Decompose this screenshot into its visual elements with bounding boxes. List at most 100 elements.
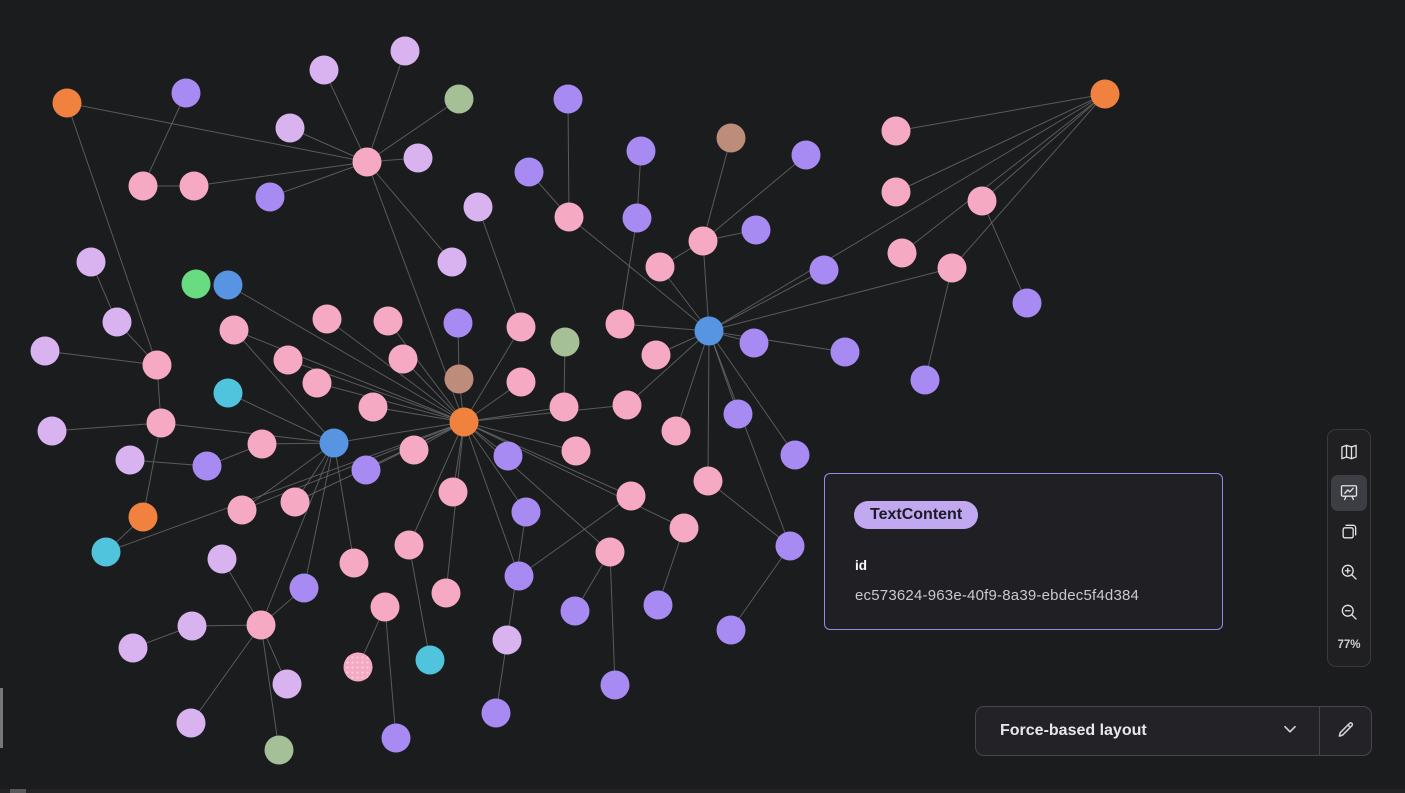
graph-node[interactable] — [693, 466, 723, 496]
graph-node[interactable] — [219, 315, 249, 345]
graph-node[interactable] — [358, 392, 388, 422]
graph-node[interactable] — [881, 116, 911, 146]
graph-node[interactable] — [247, 429, 277, 459]
graph-node[interactable] — [669, 513, 699, 543]
graph-node[interactable] — [688, 226, 718, 256]
chart-perspective-button[interactable] — [1331, 475, 1367, 511]
graph-node[interactable] — [177, 611, 207, 641]
graph-node[interactable] — [390, 36, 420, 66]
graph-node[interactable] — [146, 408, 176, 438]
graph-node[interactable] — [643, 590, 673, 620]
graph-node[interactable] — [192, 451, 222, 481]
graph-node[interactable] — [775, 531, 805, 561]
graph-node[interactable] — [493, 441, 523, 471]
layout-dropdown[interactable]: Force-based layout — [976, 707, 1319, 755]
graph-node[interactable] — [309, 55, 339, 85]
graph-node[interactable] — [227, 495, 257, 525]
graph-node[interactable] — [275, 113, 305, 143]
graph-node[interactable] — [600, 670, 630, 700]
graph-node[interactable] — [641, 340, 671, 370]
graph-node[interactable] — [30, 336, 60, 366]
horizontal-scrollbar[interactable] — [0, 789, 1405, 793]
graph-node[interactable] — [612, 390, 642, 420]
graph-node[interactable] — [171, 78, 201, 108]
graph-node[interactable] — [1090, 79, 1120, 109]
graph-node[interactable] — [809, 255, 839, 285]
vertical-scrollbar-fragment[interactable] — [0, 688, 3, 748]
graph-node[interactable] — [179, 171, 209, 201]
graph-node[interactable] — [128, 502, 158, 532]
graph-node[interactable] — [560, 596, 590, 626]
graph-node[interactable] — [723, 399, 753, 429]
minimap-button[interactable] — [1331, 435, 1367, 471]
graph-node[interactable] — [549, 392, 579, 422]
graph-node[interactable] — [1012, 288, 1042, 318]
graph-node[interactable] — [272, 669, 302, 699]
graph-node[interactable] — [791, 140, 821, 170]
graph-node[interactable] — [741, 215, 771, 245]
graph-node[interactable] — [319, 428, 349, 458]
graph-node[interactable] — [444, 84, 474, 114]
graph-node[interactable] — [506, 367, 536, 397]
graph-node[interactable] — [444, 364, 474, 394]
graph-node[interactable] — [967, 186, 997, 216]
graph-node[interactable] — [352, 147, 382, 177]
graph-node[interactable] — [213, 270, 243, 300]
graph-node[interactable] — [449, 407, 479, 437]
graph-node[interactable] — [381, 723, 411, 753]
graph-node[interactable] — [351, 455, 381, 485]
graph-node[interactable] — [280, 487, 310, 517]
graph-node[interactable] — [616, 481, 646, 511]
graph-node[interactable] — [463, 192, 493, 222]
graph-node[interactable] — [437, 247, 467, 277]
graph-node[interactable] — [694, 316, 724, 346]
graph-node[interactable] — [339, 548, 369, 578]
graph-node[interactable] — [246, 610, 276, 640]
graph-node[interactable] — [622, 203, 652, 233]
graph-node[interactable] — [661, 416, 691, 446]
graph-node[interactable] — [881, 177, 911, 207]
graph-node[interactable] — [403, 143, 433, 173]
graph-node[interactable] — [370, 592, 400, 622]
graph-node[interactable] — [739, 328, 769, 358]
fit-to-screen-button[interactable] — [1331, 515, 1367, 551]
graph-node[interactable] — [780, 440, 810, 470]
graph-node[interactable] — [388, 344, 418, 374]
graph-node[interactable] — [76, 247, 106, 277]
graph-node[interactable] — [438, 477, 468, 507]
graph-node[interactable] — [394, 530, 424, 560]
graph-node[interactable] — [645, 252, 675, 282]
graph-node[interactable] — [511, 497, 541, 527]
graph-node[interactable] — [128, 171, 158, 201]
horizontal-scrollbar-thumb[interactable] — [10, 789, 26, 793]
graph-node[interactable] — [37, 416, 67, 446]
node-label-badge[interactable]: TextContent — [854, 501, 979, 529]
graph-node[interactable] — [550, 327, 580, 357]
zoom-in-button[interactable] — [1331, 555, 1367, 591]
edit-layout-button[interactable] — [1320, 707, 1371, 755]
graph-node[interactable] — [481, 698, 511, 728]
graph-node[interactable] — [431, 578, 461, 608]
graph-node[interactable] — [102, 307, 132, 337]
graph-node[interactable] — [553, 84, 583, 114]
graph-node[interactable] — [176, 708, 206, 738]
graph-node[interactable] — [626, 136, 656, 166]
graph-node[interactable] — [492, 625, 522, 655]
graph-node[interactable] — [213, 378, 243, 408]
graph-node[interactable] — [273, 345, 303, 375]
graph-node[interactable] — [716, 615, 746, 645]
graph-node[interactable] — [561, 436, 591, 466]
graph-node[interactable] — [605, 309, 635, 339]
graph-node[interactable] — [312, 304, 342, 334]
graph-node[interactable] — [514, 157, 544, 187]
zoom-out-button[interactable] — [1331, 595, 1367, 631]
graph-node[interactable] — [118, 633, 148, 663]
graph-node[interactable] — [373, 306, 403, 336]
graph-node[interactable] — [142, 350, 172, 380]
graph-node[interactable] — [937, 253, 967, 283]
graph-node[interactable] — [910, 365, 940, 395]
graph-node[interactable] — [554, 202, 584, 232]
graph-node[interactable] — [181, 269, 211, 299]
graph-node[interactable] — [264, 735, 294, 765]
graph-node[interactable] — [399, 435, 429, 465]
